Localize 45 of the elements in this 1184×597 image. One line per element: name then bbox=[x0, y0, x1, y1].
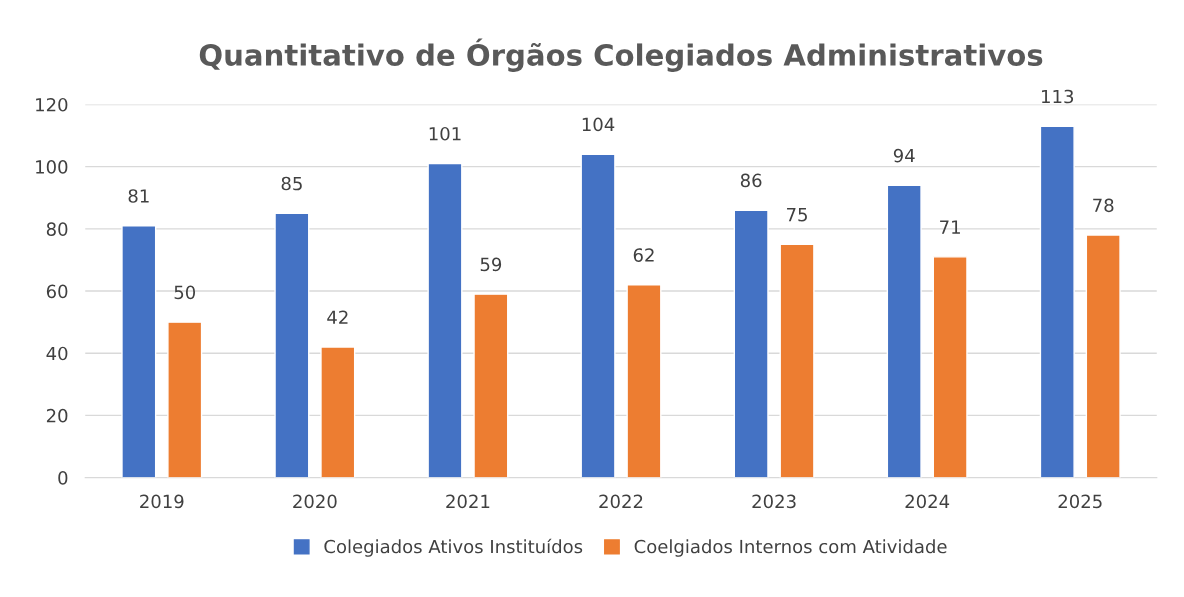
y-tick-label: 20 bbox=[46, 408, 68, 423]
x-tick-label: 2021 bbox=[446, 494, 490, 509]
y-tick-label: 120 bbox=[36, 97, 68, 112]
x-tick-label: 2023 bbox=[752, 494, 796, 509]
data-label: 42 bbox=[327, 310, 348, 324]
y-tick-label: 100 bbox=[36, 160, 68, 174]
bar bbox=[473, 293, 509, 478]
data-label: 59 bbox=[480, 257, 502, 272]
bar bbox=[274, 212, 310, 478]
data-label: 71 bbox=[940, 220, 960, 234]
bar bbox=[580, 153, 616, 478]
data-label: 85 bbox=[281, 176, 302, 191]
x-tick-label: 2019 bbox=[140, 494, 184, 509]
data-label: 104 bbox=[582, 117, 615, 132]
data-label: 50 bbox=[174, 285, 196, 300]
data-label: 113 bbox=[1042, 89, 1074, 104]
data-label: 78 bbox=[1093, 198, 1114, 213]
x-tick-label: 2022 bbox=[599, 494, 643, 509]
legend-label: Colegiados Ativos Instituídos bbox=[324, 538, 583, 557]
x-tick-label: 2025 bbox=[1058, 494, 1102, 509]
data-label: 75 bbox=[787, 208, 807, 222]
y-tick-label: 40 bbox=[46, 346, 68, 361]
bar bbox=[733, 209, 769, 478]
legend-label: Coelgiados Internos com Atividade bbox=[634, 539, 947, 557]
data-label: 86 bbox=[740, 173, 762, 188]
data-label: 94 bbox=[893, 148, 915, 163]
bar bbox=[1039, 125, 1075, 478]
bar bbox=[932, 256, 968, 478]
x-tick-label: 2024 bbox=[905, 494, 950, 509]
bar bbox=[320, 346, 356, 478]
bar bbox=[779, 243, 815, 478]
data-label: 81 bbox=[128, 189, 149, 203]
bar bbox=[121, 225, 157, 478]
bar bbox=[167, 321, 203, 478]
bar bbox=[1085, 234, 1121, 478]
chart-title: Quantitativo de Órgãos Colegiados Administrativos bbox=[199, 38, 1043, 72]
y-tick-label: 0 bbox=[58, 471, 68, 485]
bar bbox=[427, 162, 463, 478]
y-tick-label: 60 bbox=[46, 284, 68, 299]
y-tick-label: 80 bbox=[46, 222, 68, 236]
x-tick-label: 2020 bbox=[293, 494, 337, 509]
data-label: 101 bbox=[429, 126, 461, 141]
bar bbox=[886, 184, 922, 478]
data-label: 62 bbox=[633, 248, 654, 262]
bar bbox=[626, 284, 662, 478]
